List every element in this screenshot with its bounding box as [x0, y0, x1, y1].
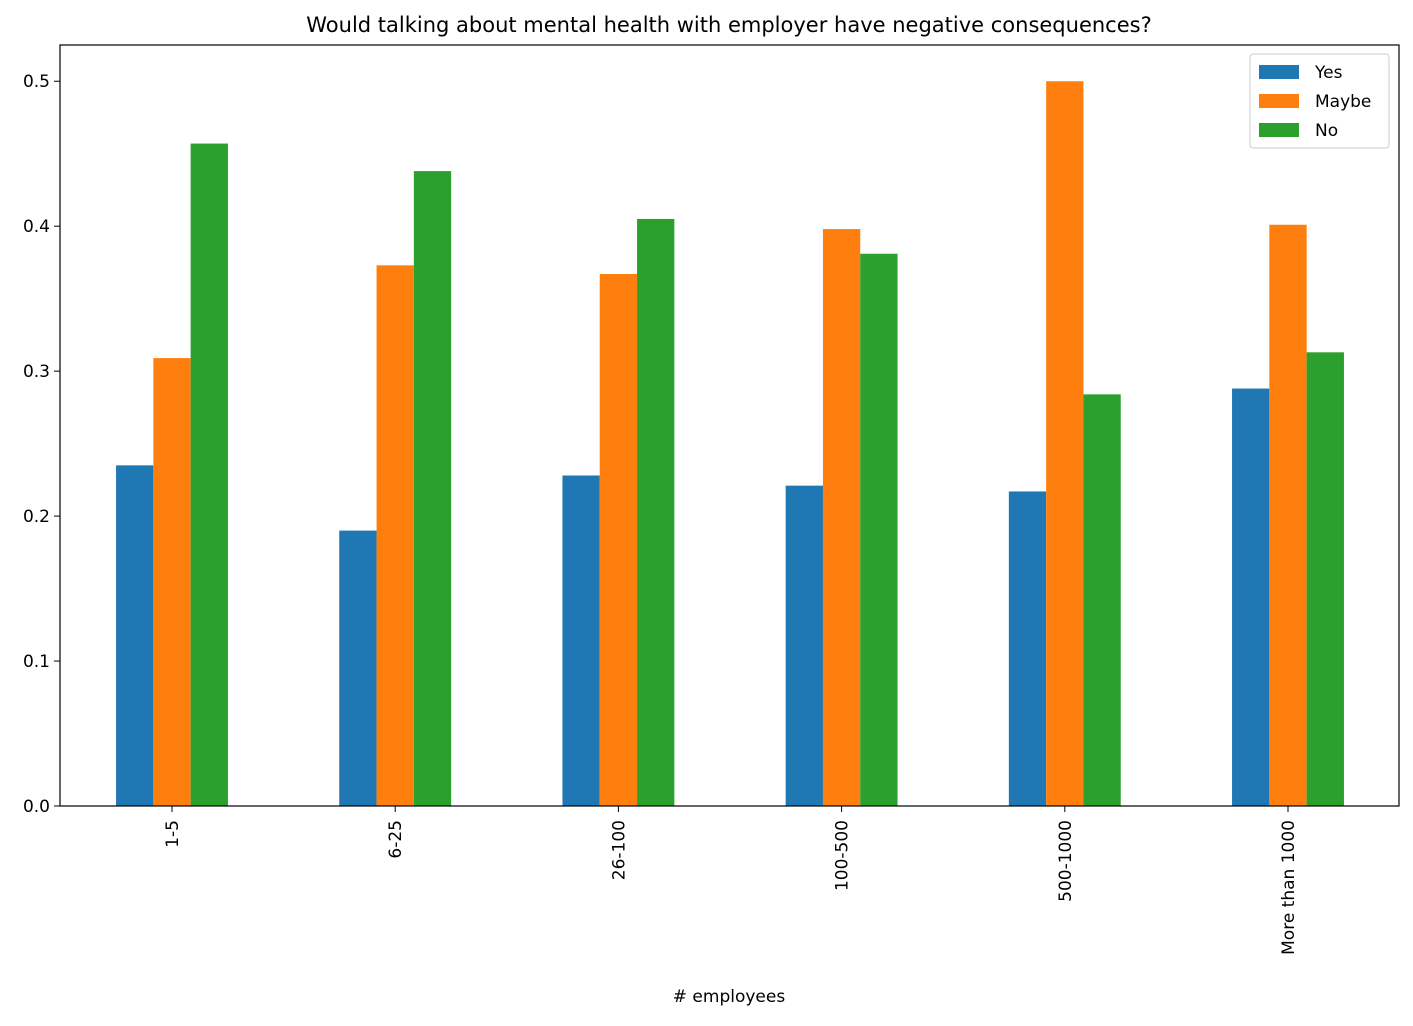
bar-maybe-1 — [153, 358, 191, 806]
x-axis-label: # employees — [673, 987, 786, 1007]
legend-swatch-yes — [1259, 65, 1299, 79]
x-tick-label: 1-5 — [163, 820, 183, 848]
y-tick-label: 0.3 — [23, 362, 50, 382]
legend-label-no: No — [1315, 121, 1338, 141]
y-tick-label: 0.0 — [23, 797, 50, 817]
bar-no-4 — [860, 253, 898, 807]
bar-yes-1 — [116, 465, 154, 806]
bar-no-6 — [1306, 352, 1344, 806]
bar-no-2 — [413, 171, 452, 807]
legend-swatch-maybe — [1259, 94, 1299, 108]
bars-layer — [116, 81, 1344, 807]
bar-maybe-6 — [1269, 224, 1307, 807]
bar-no-1 — [190, 143, 228, 806]
axes-layer: 1-5 6-25 26-100 100-500 500-1000 More than 10… — [23, 44, 1400, 955]
bar-no-3 — [637, 218, 675, 806]
bar-yes-3 — [562, 475, 600, 806]
bar-maybe-4 — [822, 229, 861, 807]
x-tick-label: 6-25 — [386, 820, 406, 859]
y-tick-label: 0.2 — [23, 507, 50, 527]
bar-yes-4 — [785, 485, 823, 806]
x-tick-label: More than 1000 — [1279, 820, 1299, 955]
y-tick-label: 0.1 — [23, 652, 50, 672]
x-tick-label: 500-1000 — [1056, 820, 1076, 902]
chart-title: Would talking about mental health with e… — [306, 13, 1151, 37]
legend: Yes Maybe No — [1249, 53, 1390, 149]
bar-yes-6 — [1232, 388, 1270, 806]
legend-swatch-no — [1259, 123, 1299, 137]
legend-label-yes: Yes — [1314, 63, 1343, 83]
bar-maybe-5 — [1046, 81, 1084, 807]
bar-yes-2 — [339, 530, 377, 806]
legend-label-maybe: Maybe — [1315, 92, 1371, 112]
x-tick-label: 26-100 — [609, 820, 629, 880]
y-tick-label: 0.5 — [23, 72, 50, 92]
bar-no-5 — [1083, 394, 1121, 806]
bar-maybe-3 — [599, 274, 638, 806]
y-tick-label: 0.4 — [23, 217, 50, 237]
plot-frame — [59, 44, 1400, 807]
bar-yes-5 — [1008, 491, 1047, 806]
bar-maybe-2 — [376, 265, 414, 807]
x-tick-label: 100-500 — [833, 820, 853, 891]
